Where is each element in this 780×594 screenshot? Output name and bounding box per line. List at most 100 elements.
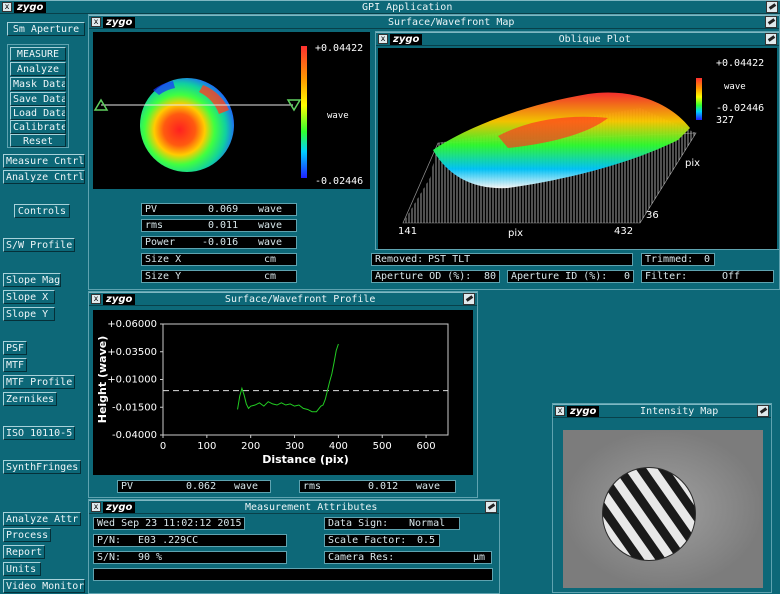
map-scale-max: +0.04422 (315, 43, 364, 54)
y-tick-label: +0.06000 (107, 319, 157, 330)
analyze-attr-button[interactable]: Analyze Attr (3, 512, 81, 526)
sm-aperture-button[interactable]: Sm Aperture (7, 22, 85, 36)
slope-y-button[interactable]: Slope Y (3, 307, 55, 321)
pin-icon[interactable] (485, 501, 497, 513)
profile-plot-frame (162, 323, 449, 436)
process-button[interactable]: Process (3, 528, 51, 542)
x-tick-label: 400 (329, 441, 348, 452)
zygo-logo: zygo (390, 33, 423, 45)
zygo-logo: zygo (103, 501, 136, 513)
map-power-field: Power -0.016 wave (141, 236, 297, 249)
y-tick-label: +0.01000 (107, 375, 157, 386)
mtf-button[interactable]: MTF (3, 358, 27, 372)
app-title: GPI Application (362, 1, 453, 13)
mask-data-button[interactable]: Mask Data (10, 77, 66, 91)
profile-svg: +0.06000 +0.03500 +0.01000 -0.01500 -0.04000… (96, 319, 449, 466)
x-tick-label: 300 (285, 441, 304, 452)
aperture-od-field: Aperture OD (%): 80 (371, 270, 500, 283)
zygo-logo: zygo (103, 16, 136, 28)
x-tick-label: 600 (417, 441, 436, 452)
profile-start-handle[interactable] (93, 98, 109, 111)
synth-fringes-button[interactable]: SynthFringes (3, 460, 81, 474)
attr-date-field: Wed Sep 23 11:02:12 2015 (93, 517, 245, 530)
oblique-x-label: pix (508, 228, 524, 239)
y-tick-label: +0.03500 (107, 347, 157, 358)
pin-icon[interactable] (765, 33, 777, 45)
attr-notes-field (93, 568, 493, 581)
intensity-image[interactable] (563, 430, 763, 588)
attr-camera-res-field: Camera Res: µm (324, 551, 492, 564)
trimmed-field: Trimmed: 0 (641, 253, 715, 266)
pin-icon[interactable] (765, 16, 777, 28)
oblique-scale-max: +0.04422 (716, 58, 765, 69)
x-tick-label: 200 (241, 441, 260, 452)
profile-pv-field: PV 0.062 wave (117, 480, 271, 493)
pin-icon[interactable] (463, 293, 475, 305)
oblique-title: Oblique Plot (558, 33, 631, 45)
psf-button[interactable]: PSF (3, 341, 27, 355)
analyze-cntrl-button[interactable]: Analyze Cntrl (3, 170, 85, 184)
surface-map-title: Surface/Wavefront Map (387, 16, 515, 28)
mtf-profile-button[interactable]: MTF Profile (3, 375, 75, 389)
profile-rms-field: rms 0.012 wave (299, 480, 456, 493)
pin-icon[interactable] (766, 1, 778, 13)
measure-cntrl-button[interactable]: Measure Cntrl (3, 154, 85, 168)
x-axis-label: Distance (pix) (262, 453, 349, 466)
oblique-x-end: 432 (614, 226, 634, 237)
surface-map-image[interactable]: +0.04422 wave -0.02446 (93, 32, 370, 189)
close-icon[interactable]: x (91, 17, 101, 27)
report-button[interactable]: Report (3, 545, 45, 559)
measure-group (7, 44, 69, 148)
zernikes-button[interactable]: Zernikes (3, 392, 57, 406)
map-scale-min: -0.02446 (315, 176, 364, 187)
reset-button[interactable]: Reset (10, 134, 66, 147)
surface-map-svg (93, 46, 307, 178)
measure-button[interactable]: MEASURE (10, 47, 66, 61)
video-monitor-button[interactable]: Video Monitor (3, 579, 85, 593)
x-tick-label: 500 (373, 441, 392, 452)
y-tick-label: -0.04000 (112, 430, 157, 441)
attributes-title: Measurement Attributes (244, 501, 378, 513)
attr-sn-field: S/N: 90 % (93, 551, 287, 564)
intensity-title: Intensity Map (640, 405, 719, 417)
slope-mag-button[interactable]: Slope Mag (3, 273, 61, 287)
iso-10110-button[interactable]: ISO 10110-5 (3, 426, 75, 440)
zygo-logo: zygo (103, 293, 136, 305)
map-colorbar (301, 46, 307, 178)
load-data-button[interactable]: Load Data (10, 106, 66, 120)
removed-field: Removed: PST TLT (371, 253, 633, 266)
y-axis-label: Height (wave) (96, 336, 109, 424)
close-icon[interactable]: x (91, 294, 101, 304)
map-pv-field: PV 0.069 wave (141, 203, 297, 216)
save-data-button[interactable]: Save Data (10, 92, 66, 106)
close-icon[interactable]: x (2, 2, 12, 12)
intensity-svg (563, 430, 763, 588)
x-tick-label: 0 (160, 441, 166, 452)
analyze-button[interactable]: Analyze (10, 62, 66, 76)
profile-series-line (237, 343, 339, 413)
oblique-plot-panel: x zygo Oblique Plot (375, 31, 780, 250)
units-button[interactable]: Units (3, 562, 41, 576)
oblique-plot-image[interactable]: +0.04422 wave -0.02446 327 pix 36 141 pi… (378, 48, 777, 249)
close-icon[interactable]: x (378, 34, 388, 44)
oblique-scale-min: -0.02446 (716, 103, 765, 114)
profile-end-handle[interactable] (286, 99, 302, 112)
oblique-surface (433, 92, 690, 189)
calibrate-button[interactable]: Calibrate (10, 120, 66, 134)
profile-chart[interactable]: +0.06000 +0.03500 +0.01000 -0.01500 -0.04000… (93, 310, 473, 475)
controls-button[interactable]: Controls (14, 204, 70, 218)
slope-x-button[interactable]: Slope X (3, 290, 55, 304)
zygo-logo: zygo (567, 405, 600, 417)
sw-profile-button[interactable]: S/W Profile (3, 238, 75, 252)
oblique-colorbar (696, 78, 702, 120)
pin-icon[interactable] (757, 405, 769, 417)
filter-field: Filter: Off (641, 270, 774, 283)
close-icon[interactable]: x (555, 406, 565, 416)
zygo-logo: zygo (14, 1, 47, 13)
map-rms-field: rms 0.011 wave (141, 219, 297, 232)
profile-title: Surface/Wavefront Profile (224, 293, 376, 305)
close-icon[interactable]: x (91, 502, 101, 512)
map-sizey-field: Size Y cm (141, 270, 297, 283)
app-titlebar: x zygo GPI Application (0, 0, 780, 14)
profile-titlebar: x zygo Surface/Wavefront Profile (89, 292, 477, 306)
